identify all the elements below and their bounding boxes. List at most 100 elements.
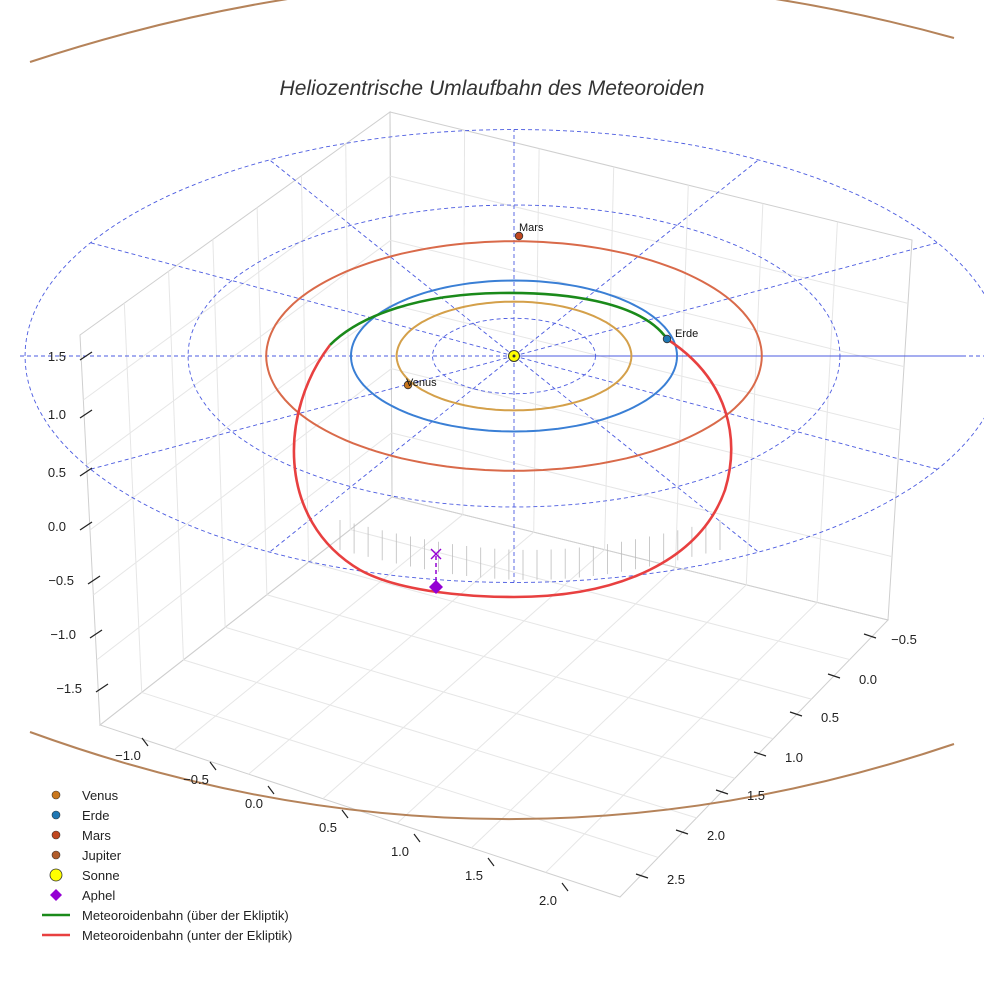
grid-line: [225, 626, 735, 779]
reference-spoke: [90, 355, 515, 470]
planet-markers: Mars Erde Venus: [403, 222, 698, 390]
x-tick-mark: [487, 857, 495, 867]
legend-marker: [51, 810, 61, 820]
legend-item: Aphel: [50, 888, 115, 903]
earth-marker: [662, 334, 672, 344]
orbit-venus: [395, 300, 633, 412]
z-tick-label: −0.5: [48, 573, 74, 588]
x-tick-label: 1.5: [465, 868, 483, 883]
legend-marker: [50, 889, 62, 901]
grid-line: [471, 584, 747, 849]
y-tick-mark: [789, 711, 803, 717]
reference-spoke: [269, 159, 515, 357]
x-tick-label: 0.5: [319, 820, 337, 835]
z-tick-mark: [79, 409, 93, 419]
grid-line: [391, 432, 893, 558]
y-tick-mark: [635, 873, 649, 879]
grid-line: [248, 531, 535, 775]
x-tick-mark: [561, 882, 569, 892]
mars-label: Mars: [519, 222, 544, 234]
legend-marker: [51, 850, 61, 860]
legend-label: Meteoroidenbahn (über der Ekliptik): [82, 908, 289, 923]
jupiter-orbit-bottom: [29, 731, 955, 821]
grid-line: [89, 304, 392, 531]
legend-item: Jupiter: [51, 848, 122, 863]
x-tick-label: −0.5: [183, 772, 209, 787]
z-tick-label: −1.0: [50, 627, 76, 642]
legend-label: Sonne: [82, 868, 120, 883]
mars-marker: [514, 231, 524, 241]
grid-line: [93, 368, 392, 596]
legend-item: Meteoroidenbahn (unter der Ekliptik): [42, 928, 292, 943]
z-tick-label: 1.5: [48, 349, 66, 364]
grid-line: [391, 368, 897, 494]
x-tick-label: 1.0: [391, 844, 409, 859]
reference-ring: [24, 129, 984, 583]
grid-line: [86, 239, 391, 466]
x-tick-mark: [341, 809, 349, 819]
grid-line: [390, 304, 901, 431]
y-tick-label: −0.5: [891, 632, 917, 647]
x-tick-mark: [209, 761, 217, 771]
venus-label: Venus: [406, 377, 437, 389]
y-tick-label: 2.5: [667, 872, 685, 887]
y-tick-label: 2.0: [707, 828, 725, 843]
legend-label: Meteoroidenbahn (unter der Ekliptik): [82, 928, 292, 943]
planet-orbits: [265, 240, 763, 472]
axis-box: [79, 111, 913, 898]
z-tick-mark: [79, 351, 93, 361]
venus-marker: [403, 380, 413, 390]
z-tick-mark: [89, 629, 103, 639]
meteoroid-orbit: [292, 291, 733, 599]
z-tick-mark: [87, 575, 101, 585]
sun-center: [512, 354, 516, 358]
z-tick-label: −1.5: [56, 681, 82, 696]
reference-spoke: [513, 242, 938, 357]
x-tick-label: −1.0: [115, 748, 141, 763]
meteoroid-orbit-below: [292, 337, 733, 599]
legend-item: Venus: [51, 788, 119, 803]
x-tick-mark: [413, 833, 421, 843]
reference-spoke: [513, 159, 759, 357]
grid-line: [96, 432, 392, 661]
legend-marker: [49, 868, 63, 882]
grid-line: [545, 602, 818, 873]
grid-line: [396, 566, 676, 824]
y-tick-mark: [753, 751, 767, 757]
chart-title: Heliozentrische Umlaufbahn des Meteoroid…: [280, 77, 705, 100]
axis-ticks: 1.5 1.0 0.5 0.0 −0.5 −1.0 −1.5 −1.0 −0.5 0.0 0.5 1.…: [48, 349, 917, 908]
legend-label: Aphel: [82, 888, 115, 903]
y-tick-mark: [827, 673, 841, 679]
x-tick-mark: [267, 785, 275, 795]
jupiter-orbit-layer: [29, 0, 955, 821]
meteoroid-orbit-above: [329, 291, 669, 346]
aphel-marker-group: [429, 548, 443, 594]
z-tick-label: 0.5: [48, 465, 66, 480]
x-tick-mark: [141, 737, 149, 747]
grid-line: [83, 175, 391, 401]
legend-marker: [51, 790, 61, 800]
aphel-projection-cross: [430, 548, 442, 560]
ecliptic-reference-grid: [20, 129, 984, 583]
grid-line: [390, 239, 905, 368]
drop-lines: [339, 520, 721, 580]
grid-line: [141, 691, 659, 858]
legend-item: Sonne: [49, 868, 120, 883]
legend-label: Erde: [82, 808, 109, 823]
legend-item: Mars: [51, 828, 111, 843]
y-tick-label: 0.0: [859, 672, 877, 687]
reference-ring: [187, 204, 841, 508]
x-tick-label: 2.0: [539, 893, 557, 908]
grid-line: [183, 659, 697, 819]
box-grid: [83, 130, 909, 873]
back-left-pane: [79, 111, 393, 726]
z-tick-mark: [79, 467, 93, 477]
grid-line: [322, 549, 605, 800]
y-tick-mark: [863, 633, 877, 639]
sun-marker-group: [508, 350, 520, 362]
reference-spoke: [90, 242, 515, 357]
legend-item: Meteoroidenbahn (über der Ekliptik): [42, 908, 289, 923]
grid-line: [390, 175, 909, 304]
